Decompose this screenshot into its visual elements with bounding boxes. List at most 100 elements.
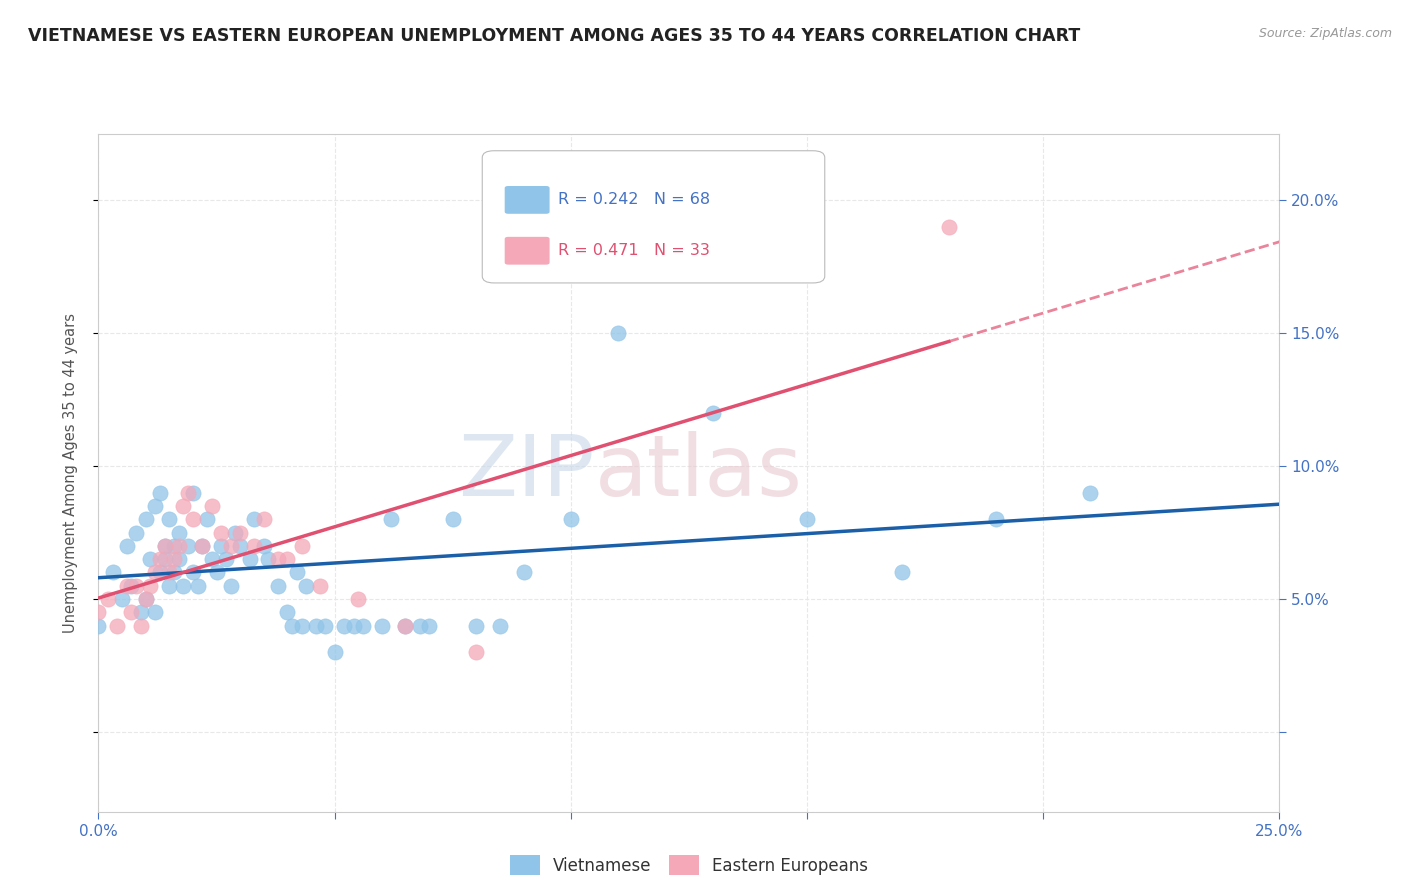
Point xyxy=(441,512,464,526)
Point xyxy=(342,618,364,632)
Point xyxy=(139,579,162,593)
Point xyxy=(101,566,124,580)
Point xyxy=(890,566,912,580)
Point xyxy=(309,579,332,593)
Point xyxy=(380,512,402,526)
Point xyxy=(276,605,298,619)
Point xyxy=(87,605,110,619)
Point xyxy=(121,579,143,593)
Point xyxy=(314,618,336,632)
Point xyxy=(149,566,172,580)
Point xyxy=(143,605,166,619)
Point xyxy=(224,525,246,540)
Point xyxy=(243,539,266,553)
Point xyxy=(267,579,290,593)
Point xyxy=(290,618,312,632)
Point xyxy=(163,552,186,566)
Text: atlas: atlas xyxy=(595,431,803,515)
Point xyxy=(135,592,157,607)
Point xyxy=(187,579,209,593)
Point xyxy=(172,499,194,513)
FancyBboxPatch shape xyxy=(505,237,550,265)
Point xyxy=(205,566,228,580)
Point xyxy=(153,552,176,566)
Point xyxy=(191,539,214,553)
Legend: Vietnamese, Eastern Europeans: Vietnamese, Eastern Europeans xyxy=(503,849,875,881)
Point xyxy=(253,539,276,553)
Point xyxy=(157,579,180,593)
Point xyxy=(143,499,166,513)
Point xyxy=(209,539,232,553)
FancyBboxPatch shape xyxy=(505,186,550,214)
Point xyxy=(394,618,416,632)
Point xyxy=(167,525,190,540)
Point xyxy=(1080,485,1102,500)
Point xyxy=(418,618,440,632)
Point xyxy=(177,485,200,500)
Point xyxy=(149,552,172,566)
Point xyxy=(121,605,143,619)
Point xyxy=(796,512,818,526)
Point xyxy=(163,539,186,553)
Point xyxy=(181,512,204,526)
Point xyxy=(125,579,148,593)
Point xyxy=(239,552,262,566)
Point xyxy=(333,618,356,632)
Point xyxy=(465,618,488,632)
Point xyxy=(257,552,280,566)
Point xyxy=(157,512,180,526)
Point xyxy=(489,618,512,632)
Point xyxy=(87,618,110,632)
Point xyxy=(181,566,204,580)
Point xyxy=(139,552,162,566)
Point xyxy=(276,552,298,566)
Point xyxy=(153,539,176,553)
Text: Source: ZipAtlas.com: Source: ZipAtlas.com xyxy=(1258,27,1392,40)
Point xyxy=(157,566,180,580)
Point xyxy=(172,579,194,593)
Point xyxy=(512,566,534,580)
Point xyxy=(352,618,374,632)
Point xyxy=(195,512,218,526)
Point xyxy=(290,539,312,553)
Point xyxy=(129,618,152,632)
Point xyxy=(229,539,252,553)
Point xyxy=(323,645,346,659)
Point xyxy=(607,326,630,341)
Point xyxy=(129,605,152,619)
Point xyxy=(394,618,416,632)
Point xyxy=(938,219,960,234)
Point xyxy=(209,525,232,540)
Point xyxy=(984,512,1007,526)
Point xyxy=(105,618,128,632)
Y-axis label: Unemployment Among Ages 35 to 44 years: Unemployment Among Ages 35 to 44 years xyxy=(63,313,77,632)
Point xyxy=(465,645,488,659)
Point xyxy=(253,512,276,526)
Point xyxy=(219,579,242,593)
Point xyxy=(149,485,172,500)
Point xyxy=(115,579,138,593)
Point xyxy=(408,618,430,632)
Point xyxy=(97,592,120,607)
Point xyxy=(347,592,370,607)
Text: R = 0.242   N = 68: R = 0.242 N = 68 xyxy=(558,192,710,207)
Point xyxy=(560,512,582,526)
Point xyxy=(371,618,394,632)
Point xyxy=(229,525,252,540)
Point xyxy=(219,539,242,553)
Point xyxy=(243,512,266,526)
Point xyxy=(143,566,166,580)
Text: VIETNAMESE VS EASTERN EUROPEAN UNEMPLOYMENT AMONG AGES 35 TO 44 YEARS CORRELATIO: VIETNAMESE VS EASTERN EUROPEAN UNEMPLOYM… xyxy=(28,27,1080,45)
Point xyxy=(281,618,304,632)
Point xyxy=(267,552,290,566)
Point xyxy=(167,539,190,553)
Point xyxy=(115,539,138,553)
Point xyxy=(305,618,328,632)
Point xyxy=(215,552,238,566)
Point xyxy=(167,552,190,566)
Point xyxy=(181,485,204,500)
Point xyxy=(111,592,134,607)
Text: R = 0.471   N = 33: R = 0.471 N = 33 xyxy=(558,243,710,258)
Point xyxy=(153,539,176,553)
Point xyxy=(177,539,200,553)
